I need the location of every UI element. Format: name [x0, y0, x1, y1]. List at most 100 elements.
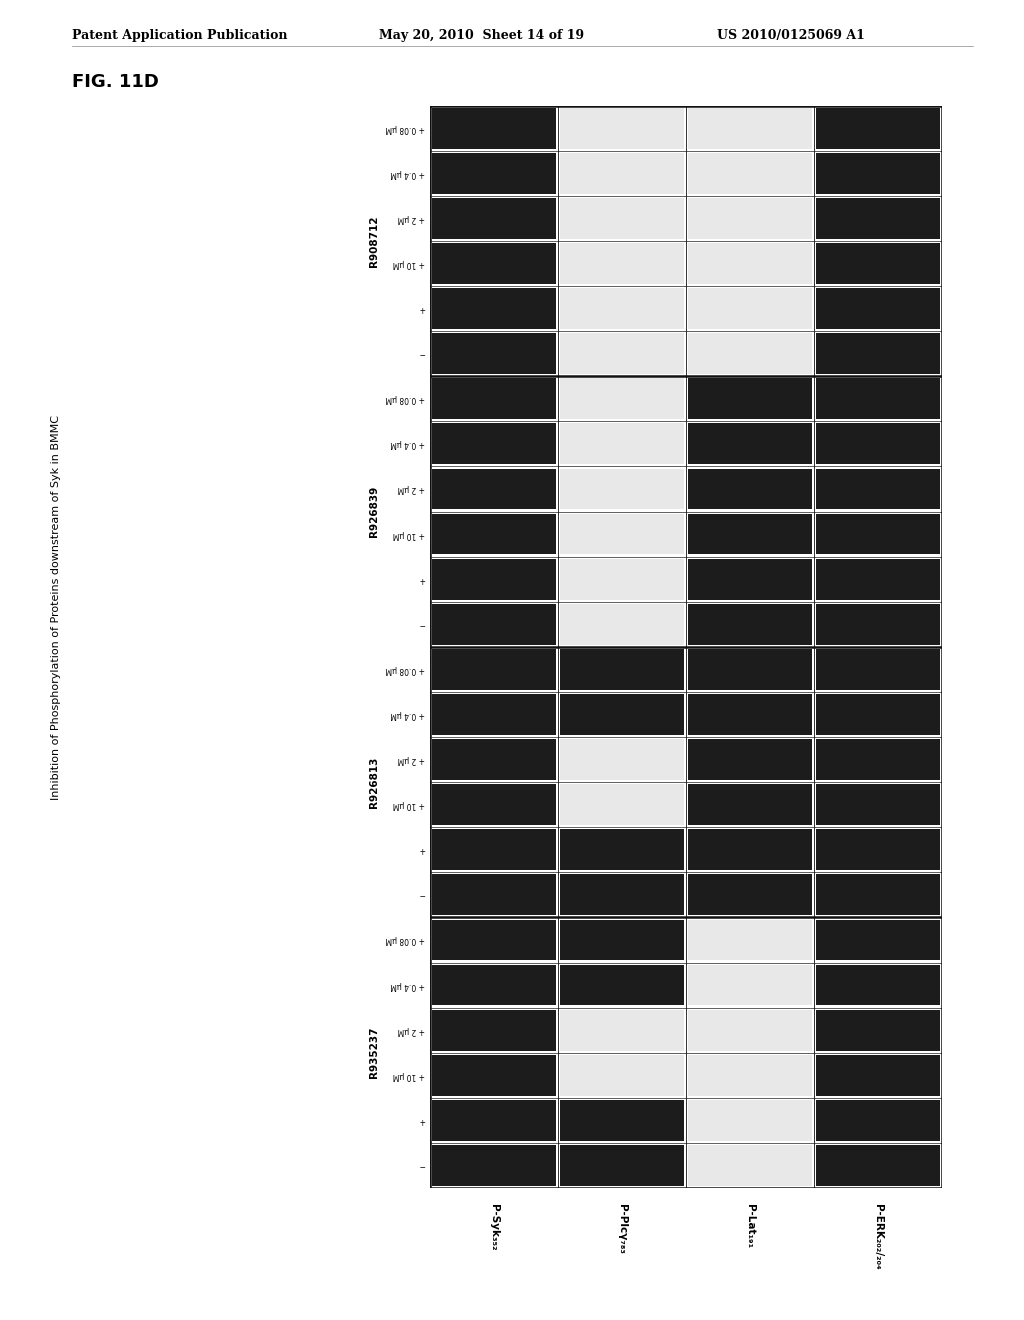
- Text: + 0.4 μM: + 0.4 μM: [390, 169, 425, 178]
- Bar: [816, 784, 940, 825]
- Bar: [432, 424, 556, 465]
- Bar: [560, 874, 684, 915]
- Bar: [432, 243, 556, 284]
- Bar: [816, 1010, 940, 1051]
- Text: +: +: [419, 845, 425, 854]
- Bar: [688, 784, 812, 825]
- Bar: [688, 108, 812, 149]
- Bar: [688, 243, 812, 284]
- Bar: [432, 694, 556, 735]
- Text: R926839: R926839: [369, 486, 379, 537]
- Bar: [816, 469, 940, 510]
- Bar: [816, 513, 940, 554]
- Bar: [432, 379, 556, 420]
- Bar: [432, 603, 556, 644]
- Bar: [816, 920, 940, 961]
- Bar: [432, 920, 556, 961]
- Text: + 0.4 μM: + 0.4 μM: [390, 710, 425, 719]
- Text: + 10 μM: + 10 μM: [393, 1071, 425, 1080]
- Bar: [816, 1055, 940, 1096]
- Bar: [816, 243, 940, 284]
- Bar: [560, 558, 684, 599]
- Bar: [688, 379, 812, 420]
- Bar: [432, 1055, 556, 1096]
- Bar: [816, 649, 940, 690]
- Bar: [432, 469, 556, 510]
- Bar: [688, 153, 812, 194]
- Bar: [432, 108, 556, 149]
- Bar: [688, 603, 812, 644]
- Bar: [688, 739, 812, 780]
- Bar: [432, 153, 556, 194]
- Bar: [816, 333, 940, 374]
- Text: + 2 μM: + 2 μM: [397, 214, 425, 223]
- Text: P-ERK₂₀₂/₂₀₄: P-ERK₂₀₂/₂₀₄: [873, 1204, 883, 1270]
- Bar: [688, 469, 812, 510]
- Bar: [816, 288, 940, 329]
- Bar: [560, 1144, 684, 1185]
- Bar: [688, 874, 812, 915]
- Text: May 20, 2010  Sheet 14 of 19: May 20, 2010 Sheet 14 of 19: [379, 29, 584, 42]
- Bar: [816, 558, 940, 599]
- Bar: [688, 649, 812, 690]
- Bar: [432, 965, 556, 1006]
- Bar: [560, 739, 684, 780]
- Bar: [432, 829, 556, 870]
- Bar: [816, 874, 940, 915]
- Bar: [816, 739, 940, 780]
- Text: + 0.08 μM: + 0.08 μM: [385, 936, 425, 944]
- Text: +: +: [419, 304, 425, 313]
- Bar: [816, 153, 940, 194]
- Bar: [432, 649, 556, 690]
- Text: + 0.4 μM: + 0.4 μM: [390, 981, 425, 990]
- Bar: [688, 558, 812, 599]
- Text: FIG. 11D: FIG. 11D: [72, 73, 159, 91]
- Bar: [816, 108, 940, 149]
- Bar: [816, 1144, 940, 1185]
- Bar: [688, 694, 812, 735]
- Bar: [432, 874, 556, 915]
- Bar: [432, 333, 556, 374]
- Bar: [816, 694, 940, 735]
- Bar: [688, 1010, 812, 1051]
- Bar: [688, 288, 812, 329]
- Bar: [688, 424, 812, 465]
- Text: R908712: R908712: [369, 215, 379, 267]
- Bar: [432, 784, 556, 825]
- Text: + 10 μM: + 10 μM: [393, 259, 425, 268]
- Bar: [816, 603, 940, 644]
- Bar: [816, 379, 940, 420]
- Bar: [560, 649, 684, 690]
- Text: + 0.08 μM: + 0.08 μM: [385, 665, 425, 673]
- Bar: [688, 333, 812, 374]
- Bar: [560, 603, 684, 644]
- Bar: [560, 1055, 684, 1096]
- Bar: [560, 829, 684, 870]
- Text: US 2010/0125069 A1: US 2010/0125069 A1: [717, 29, 864, 42]
- Bar: [688, 513, 812, 554]
- Bar: [560, 288, 684, 329]
- Bar: [560, 1100, 684, 1140]
- Text: R926813: R926813: [369, 756, 379, 808]
- Bar: [688, 1055, 812, 1096]
- Text: −: −: [419, 891, 425, 899]
- Bar: [560, 333, 684, 374]
- Text: P-Plcγ₇₈₃: P-Plcγ₇₈₃: [617, 1204, 627, 1254]
- Bar: [560, 379, 684, 420]
- Text: P-Syk₃₅₂: P-Syk₃₅₂: [489, 1204, 499, 1251]
- Bar: [432, 739, 556, 780]
- Text: P-Lat₁₉₁: P-Lat₁₉₁: [745, 1204, 755, 1249]
- Bar: [560, 243, 684, 284]
- Bar: [816, 198, 940, 239]
- Text: + 2 μM: + 2 μM: [397, 755, 425, 764]
- Bar: [560, 469, 684, 510]
- Bar: [560, 694, 684, 735]
- Bar: [560, 198, 684, 239]
- Text: + 0.08 μM: + 0.08 μM: [385, 124, 425, 132]
- Bar: [432, 1144, 556, 1185]
- Bar: [560, 153, 684, 194]
- Bar: [432, 558, 556, 599]
- Text: + 2 μM: + 2 μM: [397, 1026, 425, 1035]
- Bar: [560, 108, 684, 149]
- Text: + 10 μM: + 10 μM: [393, 529, 425, 539]
